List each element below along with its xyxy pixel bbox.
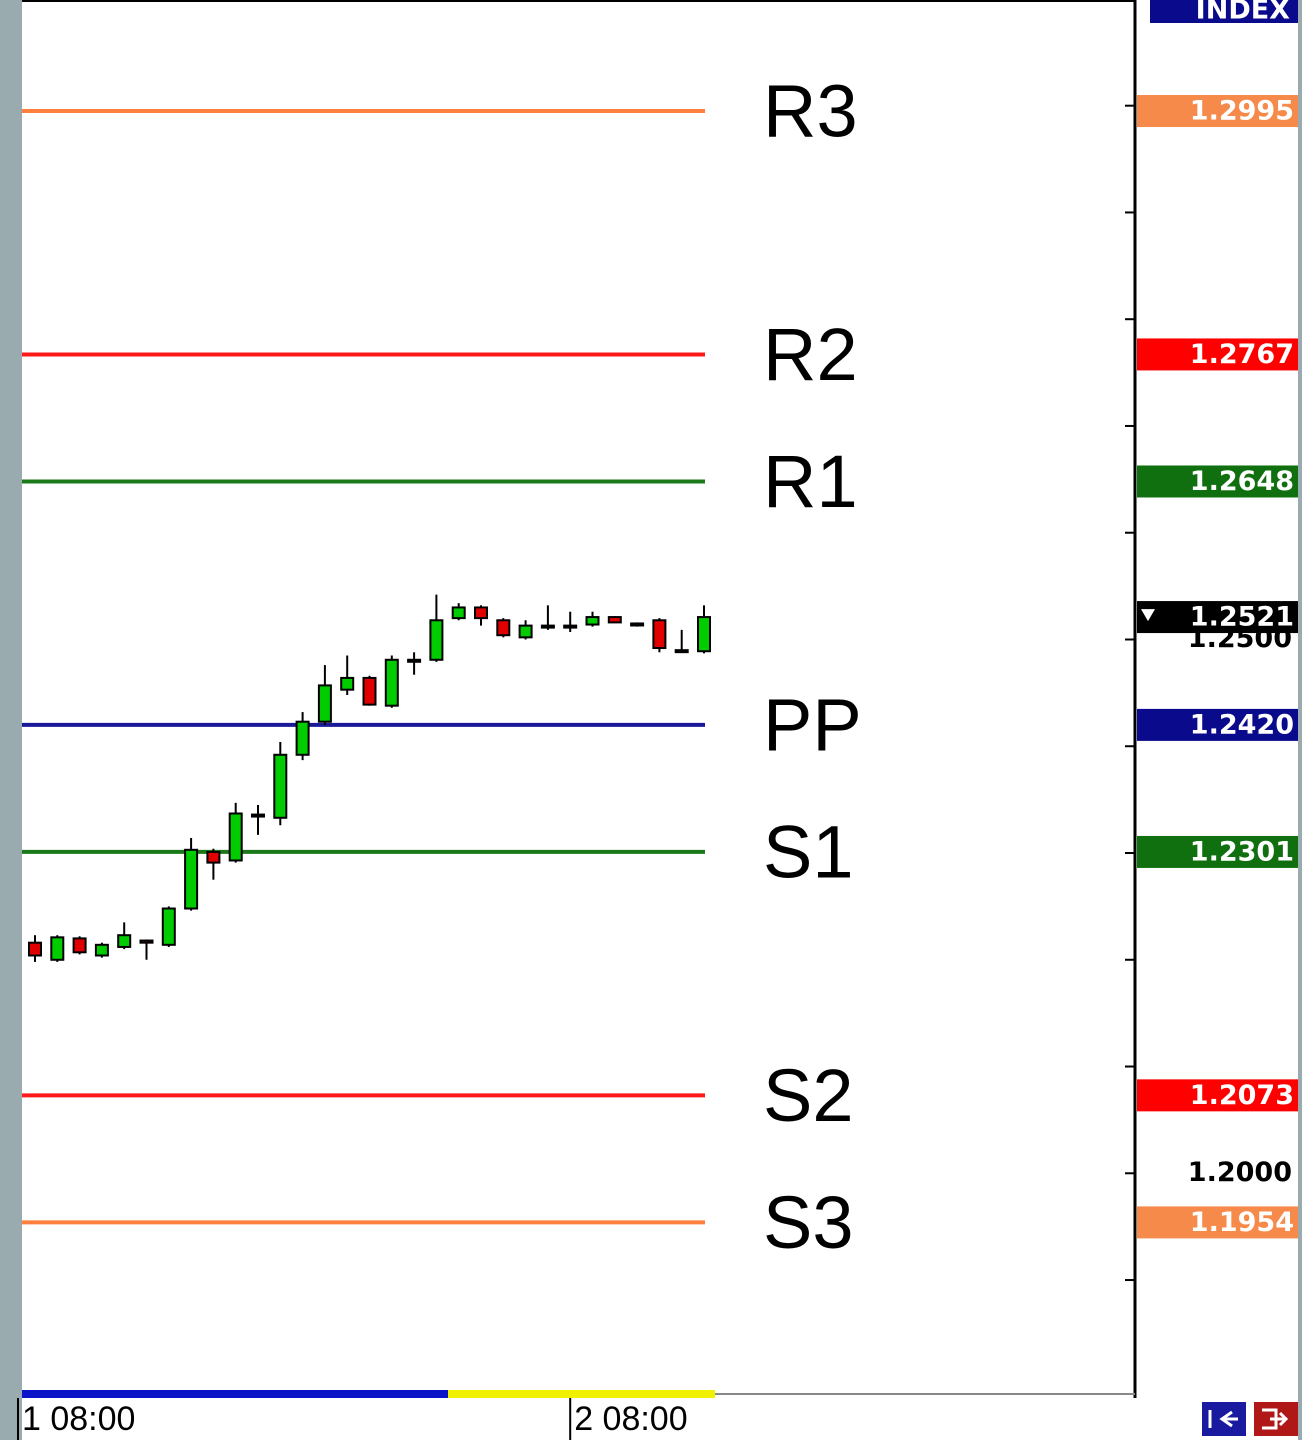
pivot-name: PP xyxy=(763,683,862,766)
price-box xyxy=(1137,835,1298,868)
pivot-name: R1 xyxy=(763,440,858,523)
candle-body xyxy=(407,658,422,663)
candle-body xyxy=(563,624,578,629)
candle-body xyxy=(384,658,399,707)
price-label: 1.2648 xyxy=(1190,466,1294,497)
candle-body xyxy=(117,934,132,948)
candle-body xyxy=(585,616,600,626)
last-price-label: 1.2521 xyxy=(1190,602,1294,633)
price-label: 1.2767 xyxy=(1190,339,1294,370)
candle-body xyxy=(697,616,711,653)
price-box xyxy=(1137,338,1298,371)
candle-body xyxy=(50,936,65,961)
last-price-box xyxy=(1137,601,1298,634)
price-box xyxy=(1137,708,1298,741)
price-box xyxy=(1137,1079,1298,1112)
pivot-name: R3 xyxy=(763,70,858,153)
candle-body xyxy=(652,619,667,650)
candle-body xyxy=(362,676,377,706)
candle-body xyxy=(295,720,310,756)
candle-body xyxy=(184,848,199,910)
x-tick-label: 1 08:00 xyxy=(22,1400,135,1438)
badge-box xyxy=(1150,0,1298,23)
candle-body xyxy=(429,619,444,661)
price-label: 1.2995 xyxy=(1190,96,1294,127)
pivot-name: R2 xyxy=(763,313,858,396)
button-icon xyxy=(1208,1410,1238,1428)
candle-body xyxy=(540,624,555,629)
background xyxy=(22,0,1298,1440)
pivot-name: S3 xyxy=(763,1181,854,1264)
last-price-arrow xyxy=(1141,609,1155,622)
candle-body xyxy=(674,649,689,654)
pivot-name: S2 xyxy=(763,1054,854,1137)
candle-body xyxy=(206,850,221,864)
candle-body xyxy=(317,684,332,723)
candle-body xyxy=(451,606,466,620)
price-label: 1.2301 xyxy=(1190,836,1294,867)
button-icon xyxy=(1262,1408,1289,1430)
session-bar xyxy=(448,1390,715,1398)
price-label: 1.1954 xyxy=(1190,1207,1294,1238)
price-box xyxy=(1137,465,1298,498)
toolbar xyxy=(1202,1402,1298,1436)
candle-body xyxy=(496,619,511,637)
candle-body xyxy=(228,812,243,862)
right-frame xyxy=(1298,0,1302,1440)
x-tick-label: 2 08:00 xyxy=(574,1400,687,1438)
candle-body xyxy=(72,937,87,954)
price-box xyxy=(1137,1206,1298,1239)
candle-body xyxy=(340,676,355,691)
price-label: 1.2073 xyxy=(1190,1080,1294,1111)
badge: INDEX xyxy=(1196,0,1290,26)
candle-body xyxy=(630,622,645,627)
pivot-name: S1 xyxy=(763,810,854,893)
candle-body xyxy=(474,606,488,620)
candle-body xyxy=(94,943,109,957)
y-tick-label: 1.2000 xyxy=(1188,1157,1292,1188)
candle-body xyxy=(28,941,42,957)
candle-body xyxy=(251,813,265,818)
candle-body xyxy=(518,624,533,639)
price-label: 1.2420 xyxy=(1190,709,1294,740)
candle-body xyxy=(607,616,622,624)
price-box xyxy=(1137,95,1298,128)
candle-body xyxy=(139,939,154,944)
session-bar xyxy=(22,1390,448,1398)
candle-body xyxy=(161,907,176,946)
candle-body xyxy=(273,753,288,819)
